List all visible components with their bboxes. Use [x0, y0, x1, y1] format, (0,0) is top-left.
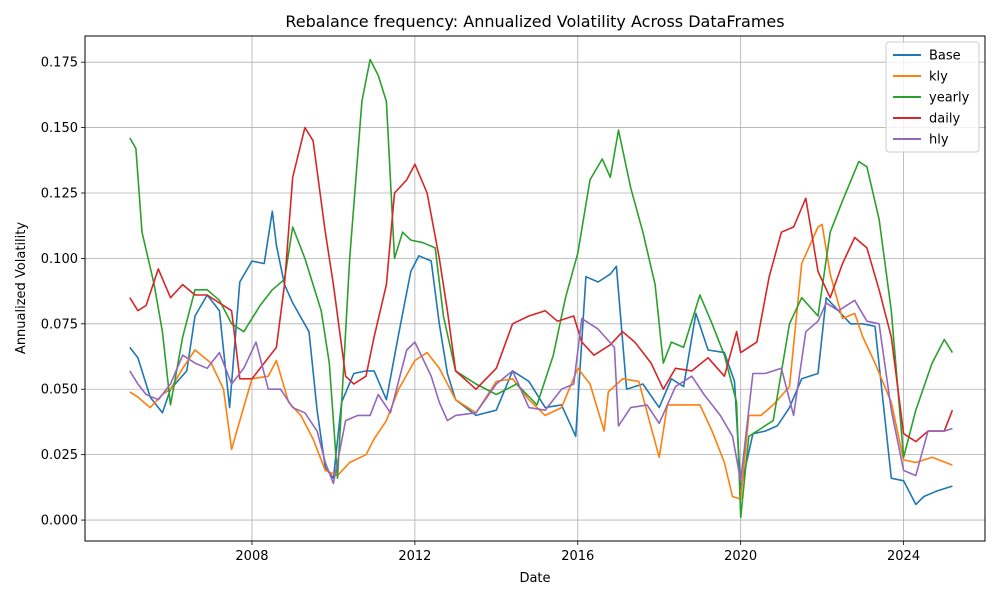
x-axis-label: Date	[519, 571, 550, 586]
x-tick-label: 2008	[235, 549, 268, 564]
x-tick-label: 2020	[724, 549, 757, 564]
series-line-daily	[129, 126, 954, 443]
y-tick-label: 0.000	[41, 514, 78, 529]
series-line-kly	[129, 223, 953, 500]
legend-label-daily: daily	[929, 112, 960, 127]
y-tick-label: 0.125	[41, 186, 78, 201]
y-tick-label: 0.175	[41, 56, 78, 71]
y-tick-label: 0.100	[41, 252, 78, 267]
series-line-yearly	[129, 58, 954, 519]
legend-label-yearly: yearly	[929, 91, 970, 106]
y-tick-label: 0.050	[41, 383, 78, 398]
y-tick-label: 0.075	[41, 317, 78, 332]
legend-label-hly: hly	[929, 133, 949, 148]
grid	[85, 36, 985, 541]
series-lines	[129, 58, 954, 519]
series-line-hly	[129, 299, 953, 485]
chart-title: Rebalance frequency: Annualized Volatili…	[285, 12, 784, 31]
legend-label-kly: kly	[929, 70, 948, 85]
legend-label-base: Base	[929, 49, 961, 64]
x-tick-label: 2024	[887, 549, 920, 564]
x-tick-label: 2016	[561, 549, 594, 564]
y-tick-label: 0.025	[41, 448, 78, 463]
legend: Base kly yearly daily hly	[885, 41, 980, 153]
plot-area-frame	[84, 35, 986, 542]
x-tick-label: 2012	[398, 549, 431, 564]
y-axis-label: Annualized Volatility	[14, 222, 29, 354]
legend-box	[885, 41, 980, 153]
axis-ticks: 2008 2012 2016 2020 2024 0.000 0.025 0.050 0.075…	[41, 56, 920, 564]
y-tick-label: 0.150	[41, 121, 78, 136]
